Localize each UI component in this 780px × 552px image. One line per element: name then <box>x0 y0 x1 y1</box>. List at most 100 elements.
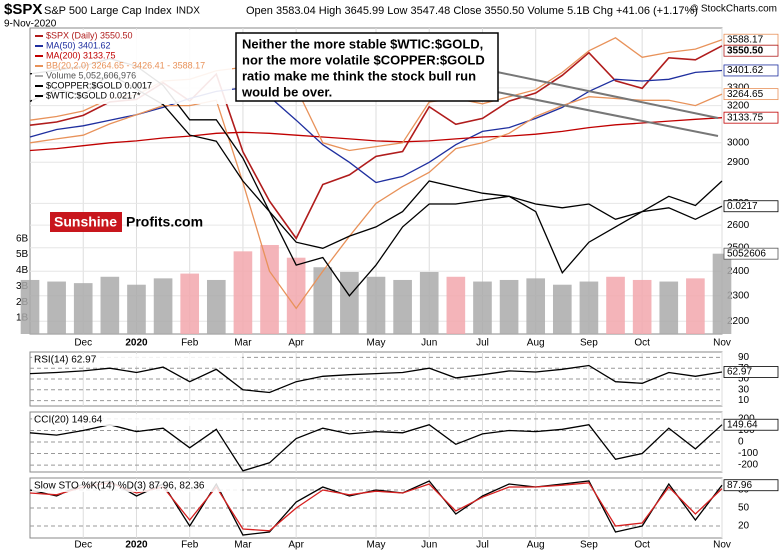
legend-label: $COPPER:$GOLD 0.0017 <box>46 80 152 90</box>
exchange: INDX <box>176 6 200 17</box>
volume-bar <box>260 244 279 334</box>
y-tick-label: 0 <box>738 437 744 448</box>
panel-title-box <box>32 354 242 366</box>
x-tick-label: Jun <box>421 540 437 551</box>
annotation-arrow <box>496 91 719 137</box>
volume-bar <box>632 279 652 334</box>
series-line <box>29 93 723 310</box>
volume-bar <box>473 281 492 334</box>
x-tick-label: Mar <box>234 338 252 349</box>
series-line <box>29 364 723 394</box>
x-tick-label: Feb <box>181 338 199 349</box>
volume-bar <box>47 281 66 334</box>
volume-bar <box>233 251 253 334</box>
annotation-arrow <box>496 71 719 119</box>
end-label-box <box>723 111 779 124</box>
x-tick-label: Feb <box>181 540 199 551</box>
y-tick-label: 3000 <box>727 137 750 148</box>
end-label: 3550.50 <box>727 45 764 56</box>
x-tick-label: May <box>367 338 386 349</box>
y-tick-label: 50 <box>738 374 750 385</box>
end-label: 3401.62 <box>727 65 764 76</box>
volume-bar <box>419 272 439 334</box>
volume-bar <box>606 276 625 334</box>
chart-subtitle: S&P 500 Large Cap Index <box>44 5 172 17</box>
volume-bar <box>659 281 679 334</box>
annotation-text: Neither the more stable $WTIC:$GOLD, <box>242 36 483 51</box>
y-tick-label: 2900 <box>727 157 750 168</box>
y-tick-label: 2400 <box>727 266 750 277</box>
y-tick-label: 90 <box>738 352 750 363</box>
volume-bar <box>340 272 359 334</box>
annotation-text: would be over. <box>241 84 332 99</box>
x-tick-label: Aug <box>527 540 545 551</box>
end-label: 3133.75 <box>727 112 764 123</box>
legend-label: BB(20,2.0) 3264.65 - 3426.41 - 3588.17 <box>46 60 205 70</box>
x-tick-label: May <box>367 540 386 551</box>
end-label: 3588.17 <box>727 34 764 45</box>
annotation-box <box>235 32 499 102</box>
x-tick-label: Dec <box>74 540 92 551</box>
annotation-text: ratio make me think the stock bull run <box>242 68 476 83</box>
legend-label: Volume 5,052,606,976 <box>46 70 136 80</box>
volume-bar <box>206 279 226 334</box>
panel-title: RSI(14) 62.97 <box>34 355 97 366</box>
y2-tick-label: 4B <box>16 265 29 276</box>
x-tick-label: Oct <box>634 338 650 349</box>
end-label: 0.0217 <box>727 201 758 212</box>
end-label-box <box>723 479 779 492</box>
x-tick-label: Jul <box>476 338 489 349</box>
y-tick-label: -100 <box>738 448 758 459</box>
y-tick-label: 2300 <box>727 290 750 301</box>
y-tick-label: 3300 <box>727 83 750 94</box>
x-tick-label: Jul <box>476 540 489 551</box>
volume-bar <box>366 276 386 334</box>
legend-label: $WTIC:$GOLD 0.0217* <box>46 90 141 100</box>
x-tick-label: Jun <box>421 338 437 349</box>
x-tick-label: Mar <box>234 540 252 551</box>
end-label: 3264.65 <box>727 89 764 100</box>
logo-brand: Sunshine <box>54 214 117 230</box>
panel-title: CCI(20) 149.64 <box>34 415 103 426</box>
end-label-box <box>723 44 779 57</box>
legend-label: MA(200) 3133.75 <box>46 50 116 60</box>
y-tick-label: 2200 <box>727 316 750 327</box>
x-tick-label: Sep <box>580 338 598 349</box>
volume-bar <box>686 278 705 334</box>
volume-bar <box>73 283 93 334</box>
panel-title-box <box>32 414 242 426</box>
x-tick-label: 2020 <box>125 540 148 551</box>
end-label-box <box>723 88 779 101</box>
volume-bar <box>100 276 120 334</box>
end-label: 5052606 <box>727 248 766 259</box>
end-label: 149.64 <box>727 419 758 430</box>
end-label-box <box>723 247 779 260</box>
chart-date: 9-Nov-2020 <box>4 19 57 30</box>
annotation-text: nor the more volatile $COPPER:$GOLD <box>242 52 485 67</box>
series-line <box>29 423 723 472</box>
panel-title: Slow STO %K(14) %D(3) 87.96, 82.36 <box>34 481 205 492</box>
volume-bar <box>127 284 146 334</box>
end-label: 62.97 <box>727 367 752 378</box>
volume-bar <box>526 278 546 334</box>
y-tick-label: 3200 <box>727 100 750 111</box>
x-tick-label: Apr <box>288 338 304 349</box>
y-tick-label: 30 <box>738 384 750 395</box>
volume-bar <box>286 257 306 334</box>
legend-label: MA(50) 3401.62 <box>46 40 111 50</box>
volume-bar <box>313 267 333 334</box>
volume-bar <box>180 273 200 334</box>
x-tick-label: Nov <box>713 540 731 551</box>
y2-tick-label: 5B <box>16 249 29 260</box>
volume-bar <box>499 279 519 334</box>
end-label-box <box>723 64 779 77</box>
end-label-box <box>723 200 779 213</box>
x-tick-label: Sep <box>580 540 598 551</box>
x-tick-label: Oct <box>634 540 650 551</box>
quote: Open 3583.04 High 3645.99 Low 3547.48 Cl… <box>246 5 698 17</box>
x-tick-label: Nov <box>713 338 731 349</box>
volume-bar <box>552 284 572 334</box>
end-label: 87.96 <box>727 480 752 491</box>
y-tick-label: -200 <box>738 460 758 471</box>
